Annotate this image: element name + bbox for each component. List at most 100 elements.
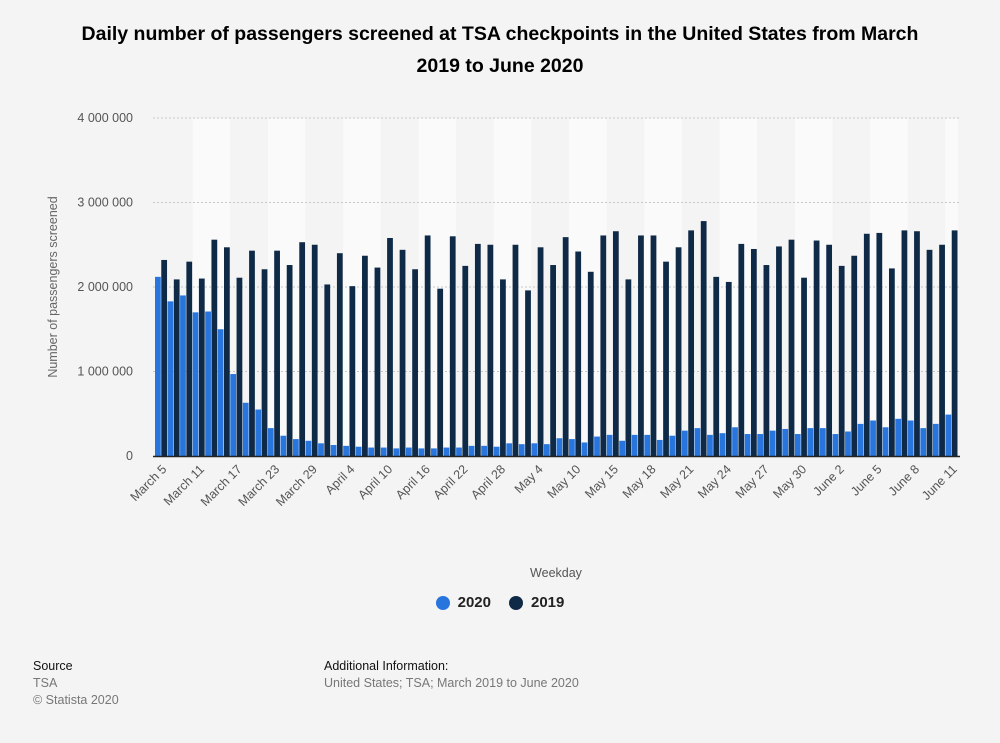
bar-2020[interactable]: [255, 409, 262, 456]
bar-2020[interactable]: [694, 428, 701, 456]
bar-2019[interactable]: [562, 237, 569, 456]
bar-2019[interactable]: [512, 244, 519, 456]
bar-2019[interactable]: [776, 246, 782, 456]
bar-2020[interactable]: [769, 430, 776, 456]
bar-2019[interactable]: [550, 265, 556, 456]
bar-2019[interactable]: [801, 277, 807, 456]
bar-2020[interactable]: [556, 438, 563, 456]
bar-2020[interactable]: [217, 329, 224, 456]
bar-2019[interactable]: [249, 250, 255, 456]
bar-2019[interactable]: [650, 235, 657, 456]
bar-2019[interactable]: [274, 250, 280, 456]
bar-2019[interactable]: [738, 243, 745, 456]
bar-2019[interactable]: [612, 231, 619, 456]
bar-2019[interactable]: [750, 248, 757, 456]
bar-2020[interactable]: [368, 447, 375, 456]
bar-2019[interactable]: [939, 244, 945, 456]
bar-2019[interactable]: [198, 278, 205, 456]
bar-2020[interactable]: [330, 445, 337, 456]
bar-2020[interactable]: [857, 423, 864, 456]
bar-2020[interactable]: [606, 434, 613, 456]
bar-2019[interactable]: [286, 265, 293, 456]
bar-2020[interactable]: [543, 444, 550, 456]
bar-2019[interactable]: [663, 261, 669, 456]
bar-2019[interactable]: [211, 239, 218, 456]
bar-2019[interactable]: [374, 267, 381, 456]
bar-2019[interactable]: [474, 243, 481, 456]
bar-2019[interactable]: [863, 233, 870, 456]
bar-2020[interactable]: [167, 301, 174, 456]
bar-2019[interactable]: [888, 268, 895, 456]
bar-2019[interactable]: [173, 279, 180, 456]
bar-2020[interactable]: [355, 446, 362, 456]
bar-2020[interactable]: [932, 423, 939, 456]
bar-2019[interactable]: [525, 290, 531, 456]
bar-2020[interactable]: [443, 447, 450, 456]
bar-2019[interactable]: [336, 253, 343, 456]
bar-2019[interactable]: [462, 265, 469, 456]
bar-2020[interactable]: [506, 443, 513, 456]
bar-2019[interactable]: [161, 259, 168, 456]
bar-2019[interactable]: [487, 244, 494, 456]
bar-2020[interactable]: [493, 446, 500, 456]
bar-2020[interactable]: [205, 311, 211, 456]
bar-2019[interactable]: [500, 279, 506, 456]
bar-2020[interactable]: [305, 440, 312, 456]
bar-2020[interactable]: [794, 434, 801, 456]
bar-2020[interactable]: [393, 448, 400, 456]
bar-2019[interactable]: [625, 279, 632, 456]
bar-2020[interactable]: [719, 433, 726, 456]
bar-2019[interactable]: [349, 286, 356, 456]
bar-2020[interactable]: [581, 442, 588, 456]
bar-2020[interactable]: [481, 445, 487, 456]
bar-2019[interactable]: [437, 288, 444, 456]
bar-2019[interactable]: [224, 247, 230, 456]
bar-2019[interactable]: [826, 244, 833, 456]
bar-2019[interactable]: [876, 232, 883, 456]
bar-2020[interactable]: [619, 440, 626, 456]
bar-2019[interactable]: [926, 249, 933, 456]
bar-2020[interactable]: [569, 439, 575, 456]
bar-2020[interactable]: [518, 444, 525, 456]
bar-2019[interactable]: [914, 231, 920, 456]
bar-2020[interactable]: [807, 428, 814, 456]
bar-2019[interactable]: [788, 239, 795, 456]
bar-2019[interactable]: [537, 247, 544, 456]
legend-item-2020[interactable]: 2020: [435, 594, 491, 611]
bar-2019[interactable]: [600, 235, 607, 456]
bar-2020[interactable]: [594, 436, 600, 456]
bar-2020[interactable]: [707, 434, 713, 456]
bar-2019[interactable]: [387, 237, 393, 456]
bar-2020[interactable]: [456, 447, 462, 456]
bar-2020[interactable]: [782, 428, 789, 456]
bar-2019[interactable]: [688, 230, 695, 456]
bar-2019[interactable]: [838, 265, 845, 456]
bar-2020[interactable]: [631, 434, 638, 456]
bar-2019[interactable]: [186, 261, 193, 456]
bar-2019[interactable]: [261, 269, 268, 456]
bar-2020[interactable]: [744, 434, 751, 456]
bar-2019[interactable]: [399, 249, 406, 456]
bar-2020[interactable]: [945, 414, 952, 456]
bar-2020[interactable]: [267, 428, 274, 456]
bar-2020[interactable]: [343, 445, 349, 456]
bar-2020[interactable]: [870, 420, 876, 456]
bar-2019[interactable]: [236, 277, 243, 456]
bar-2019[interactable]: [951, 230, 958, 456]
bar-2020[interactable]: [318, 443, 324, 456]
bar-2020[interactable]: [656, 439, 663, 456]
source-name[interactable]: TSA: [33, 676, 58, 690]
bar-2019[interactable]: [901, 230, 908, 456]
bar-2020[interactable]: [819, 428, 826, 456]
bar-2019[interactable]: [725, 281, 732, 456]
bar-2019[interactable]: [713, 276, 720, 456]
bar-2020[interactable]: [644, 434, 651, 456]
bar-2020[interactable]: [418, 448, 425, 456]
bar-2019[interactable]: [324, 284, 331, 456]
legend-item-2019[interactable]: 2019: [509, 594, 564, 611]
bar-2019[interactable]: [299, 242, 306, 456]
bar-2019[interactable]: [575, 251, 582, 456]
bar-2020[interactable]: [180, 295, 186, 456]
bar-2019[interactable]: [763, 265, 770, 456]
bar-2020[interactable]: [468, 445, 475, 456]
